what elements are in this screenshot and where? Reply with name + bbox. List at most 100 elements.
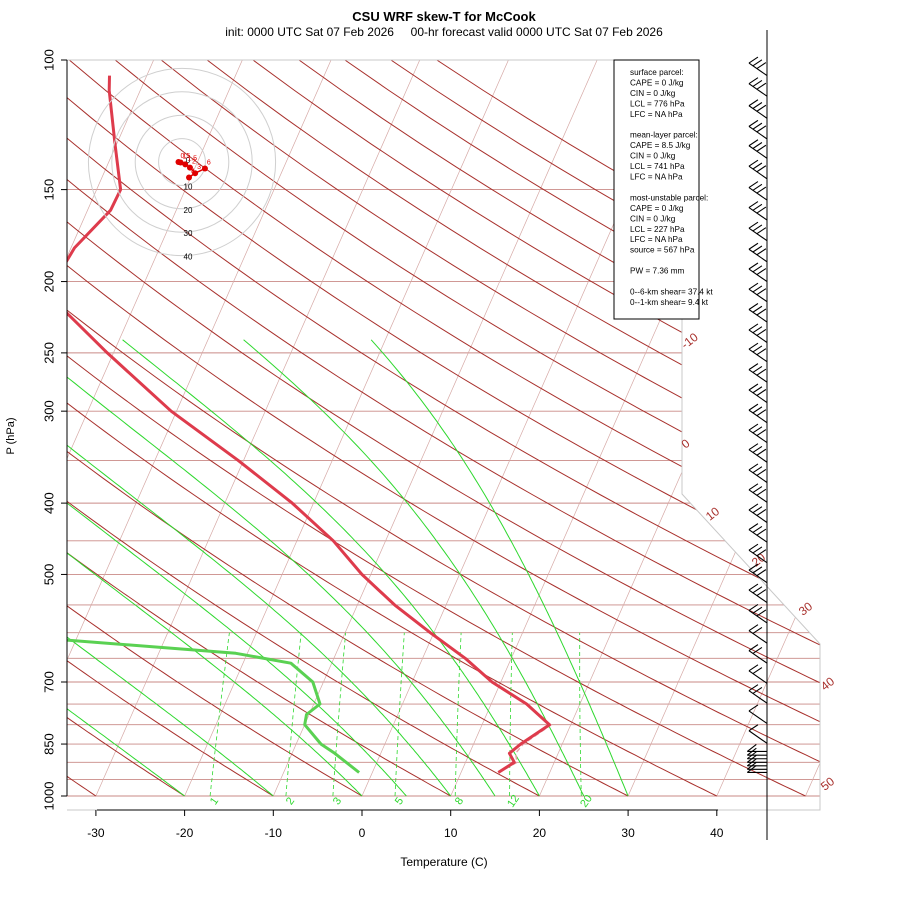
dry-adiabat-line <box>67 60 451 797</box>
wind-barb-feather <box>748 383 759 391</box>
isotherm-label: 0 <box>679 436 693 451</box>
wind-barb-feather <box>748 704 759 712</box>
wind-barb-shaft <box>748 268 768 283</box>
wind-barb <box>748 563 768 584</box>
isotherm-line <box>67 60 154 797</box>
temperature-profile-line <box>67 75 551 774</box>
wind-barb-feather <box>756 409 767 417</box>
wind-barb-shaft <box>748 165 768 180</box>
wind-barb-feather <box>752 667 763 675</box>
mixing-ratio-line <box>579 632 582 797</box>
parcel-info-line: LCL = 227 hPa <box>630 225 685 234</box>
wind-barb-feather <box>752 224 763 232</box>
wind-barb <box>748 624 768 644</box>
parcel-info-line: source = 567 hPa <box>630 246 695 255</box>
mixing-ratio-label: 20 <box>578 793 595 810</box>
wind-barb-feather <box>752 326 763 334</box>
hodograph-ring-label: 10 <box>184 182 193 191</box>
wind-barb-feather <box>748 56 759 64</box>
wind-barb-shaft <box>748 145 768 159</box>
isotherm-line <box>67 60 243 797</box>
wind-barbs <box>746 30 768 840</box>
wind-barb-feather <box>748 664 759 672</box>
wind-barb-feather <box>752 586 763 594</box>
moist-adiabat-line <box>67 339 363 797</box>
dry-adiabat-line <box>67 60 629 797</box>
mixing-ratio-line <box>509 632 513 796</box>
wind-barb <box>748 99 768 119</box>
wind-barb-feather <box>756 448 767 456</box>
wind-barb <box>748 221 768 242</box>
wind-barb-feather <box>752 406 763 414</box>
wind-barb <box>748 443 768 463</box>
hodograph-point <box>201 165 208 172</box>
wind-barb-feather <box>748 159 759 167</box>
wind-barb-feather <box>756 288 767 296</box>
wind-barb-feather <box>752 142 763 149</box>
wind-barb-feather <box>752 426 763 434</box>
wind-barb-feather <box>748 181 759 189</box>
dry-adiabat-line <box>67 60 820 797</box>
hodograph-ring <box>158 138 206 186</box>
wind-barb-feather <box>756 549 767 557</box>
wind-barb-feather <box>752 686 763 694</box>
wind-barb-feather <box>752 486 763 493</box>
parcel-info-line: CAPE = 0 J/kg <box>630 204 684 213</box>
wind-barb-feather <box>752 59 763 67</box>
dry-adiabat-line <box>298 60 820 797</box>
wind-barb-feather <box>746 744 757 752</box>
wind-barb-feather <box>756 227 767 235</box>
wind-barb <box>748 56 768 77</box>
wind-barb-feather <box>756 569 767 577</box>
wind-barb-feather <box>748 119 759 127</box>
parcel-info-line: PW = 7.36 mm <box>630 267 685 276</box>
wind-barb-shaft <box>748 509 768 523</box>
wind-barb-feather <box>746 751 757 760</box>
wind-barb-feather <box>752 546 763 554</box>
wind-barb-shaft <box>748 730 768 744</box>
mixing-ratio-label: 8 <box>453 795 466 807</box>
wind-barb-feather <box>752 525 763 533</box>
wind-barb-feather <box>748 523 759 531</box>
parcel-info-line: LCL = 741 hPa <box>630 162 685 171</box>
wind-barb-feather <box>748 139 759 147</box>
wind-barb-shaft <box>748 529 768 543</box>
y-tick-label: 850 <box>41 733 56 755</box>
wind-barb-feather <box>756 308 767 316</box>
hodograph-ring-label: 40 <box>184 253 193 262</box>
wind-barb-feather <box>746 765 757 773</box>
wind-barb <box>748 159 768 180</box>
wind-barb-feather <box>748 443 759 451</box>
isotherm-line <box>184 60 509 797</box>
y-tick-label: 250 <box>41 342 56 364</box>
parcel-info-line: LFC = NA hPa <box>630 235 683 244</box>
wind-barb-feather <box>752 102 763 109</box>
wind-barb-feather <box>748 99 759 107</box>
hodograph-point-label: 3 <box>197 164 201 171</box>
wind-barb-feather <box>756 104 767 112</box>
isotherm-line <box>67 60 332 797</box>
wind-barb-feather <box>748 724 759 732</box>
wind-barb-feather <box>756 589 767 597</box>
wind-barb-feather <box>752 183 763 191</box>
wind-barb <box>748 403 768 424</box>
moist-adiabat-line <box>67 339 452 797</box>
mixing-ratio-line <box>454 632 462 797</box>
hodograph-point-label: 0.5 <box>180 153 190 160</box>
chart-subtitle: init: 0000 UTC Sat 07 Feb 2026 00-hr for… <box>225 25 663 39</box>
mixing-ratio-line <box>332 632 346 797</box>
wind-barb-feather <box>756 488 767 496</box>
moist-adiabat-line <box>67 339 407 797</box>
x-axis-label: Temperature (C) <box>400 855 487 869</box>
hodograph-point-label: 2 <box>192 159 196 166</box>
x-tick-label: 0 <box>359 826 366 840</box>
wind-barb <box>748 603 768 624</box>
wind-barb-shaft <box>748 309 768 323</box>
wind-barb-feather <box>756 268 767 275</box>
wind-barb-feather <box>748 463 759 471</box>
wind-barb-feather <box>752 79 763 87</box>
parcel-info-line: CAPE = 8.5 J/kg <box>630 141 691 150</box>
hodograph-ring <box>87 67 277 257</box>
wind-barb-shaft <box>748 227 768 242</box>
wind-barb-shaft <box>748 489 768 503</box>
